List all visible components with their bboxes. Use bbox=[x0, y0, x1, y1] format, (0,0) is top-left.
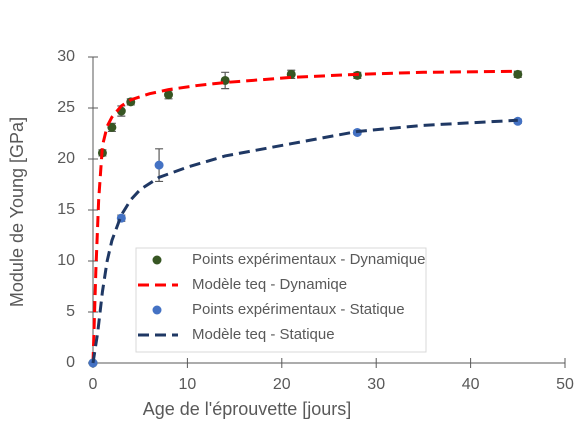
data-point bbox=[513, 69, 523, 79]
x-tick-label: 40 bbox=[462, 376, 480, 393]
legend-label: Modèle teq - Dynamiqe bbox=[192, 276, 347, 293]
x-axis-label: Age de l'éprouvette [jours] bbox=[143, 399, 352, 419]
legend-marker bbox=[152, 305, 162, 315]
y-tick-label: 5 bbox=[66, 303, 75, 320]
y-tick-label: 30 bbox=[57, 48, 75, 65]
y-axis-label: Module de Young [GPa] bbox=[7, 117, 27, 307]
x-tick-label: 50 bbox=[556, 376, 574, 393]
data-point bbox=[107, 122, 117, 132]
legend-label: Modèle teq - Statique bbox=[192, 326, 335, 343]
y-tick-label: 15 bbox=[57, 201, 75, 218]
data-point bbox=[154, 160, 164, 170]
y-tick-label: 0 bbox=[66, 354, 75, 371]
x-tick-label: 20 bbox=[273, 376, 291, 393]
x-tick-label: 10 bbox=[179, 376, 197, 393]
legend-label: Points expérimentaux - Statique bbox=[192, 301, 405, 318]
data-point bbox=[164, 90, 174, 100]
y-tick-label: 10 bbox=[57, 252, 75, 269]
x-tick-label: 30 bbox=[367, 376, 385, 393]
legend-label: Points expérimentaux - Dynamique bbox=[192, 251, 425, 268]
legend-box bbox=[135, 247, 427, 353]
y-tick-label: 25 bbox=[57, 99, 75, 116]
model-line bbox=[91, 69, 518, 364]
legend-marker bbox=[152, 255, 162, 265]
x-tick-label: 0 bbox=[89, 376, 98, 393]
y-tick-label: 20 bbox=[57, 150, 75, 167]
